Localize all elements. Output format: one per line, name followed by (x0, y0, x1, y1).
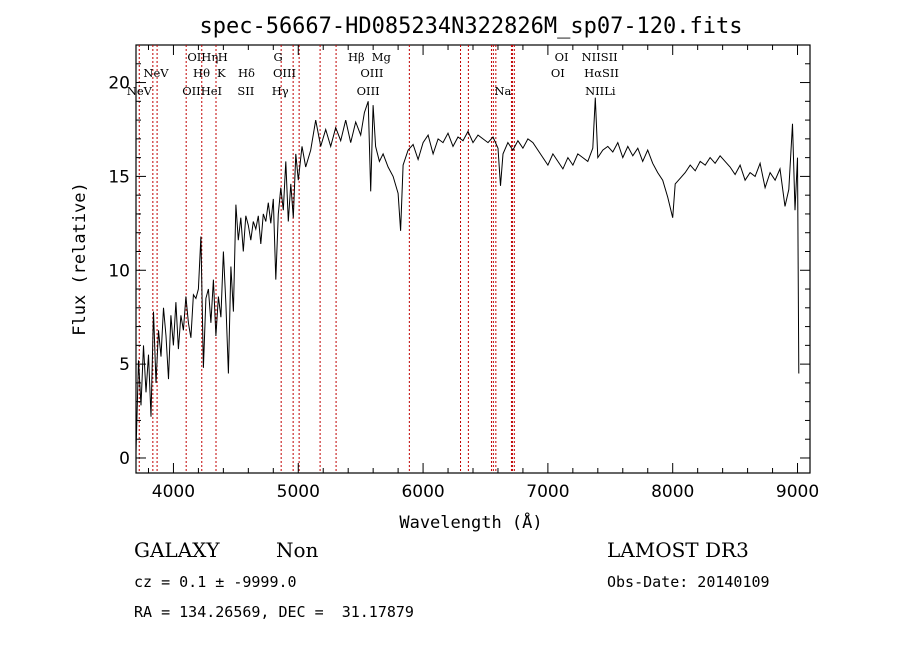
line-label-20: HαSII (584, 66, 619, 80)
x-tick-label-1: 5000 (277, 482, 320, 502)
emission-line-markers (138, 45, 515, 473)
survey-name: LAMOST DR3 (607, 538, 749, 562)
spectrum-line (135, 97, 800, 453)
line-label-11: Hγ (272, 84, 289, 98)
y-tick-label-3: 15 (108, 167, 130, 187)
line-label-7: OIIHeI (182, 84, 222, 98)
line-label-0: NeV (143, 66, 169, 80)
x-tick-label-3: 7000 (526, 482, 569, 502)
x-tick-label-5: 9000 (776, 482, 819, 502)
chart-title: spec-56667-HD085234N322826M_sp07-120.fit… (199, 14, 742, 39)
y-tick-label-2: 10 (108, 261, 130, 281)
line-label-21: NIILi (585, 84, 616, 98)
y-tick-label-0: 0 (119, 449, 130, 469)
line-label-6: Hδ (238, 66, 255, 80)
plot-frame (135, 44, 811, 474)
line-label-10: OIII (273, 66, 296, 80)
line-label-9: G (273, 50, 282, 64)
object-class: GALAXY (134, 538, 220, 562)
line-label-18: OI (551, 66, 565, 80)
line-label-15: OIII (357, 84, 380, 98)
line-label-1: NeV (127, 84, 153, 98)
x-tick-label-4: 8000 (651, 482, 694, 502)
line-label-5: K (217, 66, 226, 80)
y-tick-label-4: 20 (108, 74, 130, 94)
line-label-12: Hβ (348, 50, 365, 64)
x-tick-label-2: 6000 (401, 482, 444, 502)
line-label-17: OI (555, 50, 569, 64)
line-label-3: H (218, 50, 228, 64)
y-tick-label-1: 5 (119, 355, 130, 375)
x-tick-label-0: 4000 (152, 482, 195, 502)
line-label-8: SII (237, 84, 254, 98)
line-label-16: Na (494, 84, 511, 98)
line-label-4: Hθ (193, 66, 210, 80)
x-axis-label: Wavelength (Å) (399, 511, 542, 533)
line-label-13: Mg (372, 50, 392, 64)
line-label-14: OIII (360, 66, 383, 80)
line-label-2: OIHη (187, 50, 218, 64)
line-labels: NeV NeV OIHη H Hθ K Hδ OIIHeI SII G OIII Hγ Hβ Mg OIII… (127, 50, 619, 98)
line-label-19: NIISII (582, 50, 618, 64)
y-axis-label: Flux (relative) (70, 182, 90, 336)
coordinates: RA = 134.26569, DEC = 31.17879 (134, 603, 414, 621)
axis-ticks: 4000 5000 6000 7000 8000 9000 0 5 10 15 20 (108, 45, 819, 502)
object-subclass: Non (276, 538, 319, 562)
observation-date: Obs-Date: 20140109 (607, 573, 770, 591)
redshift-cz: cz = 0.1 ± -9999.0 (134, 573, 297, 591)
